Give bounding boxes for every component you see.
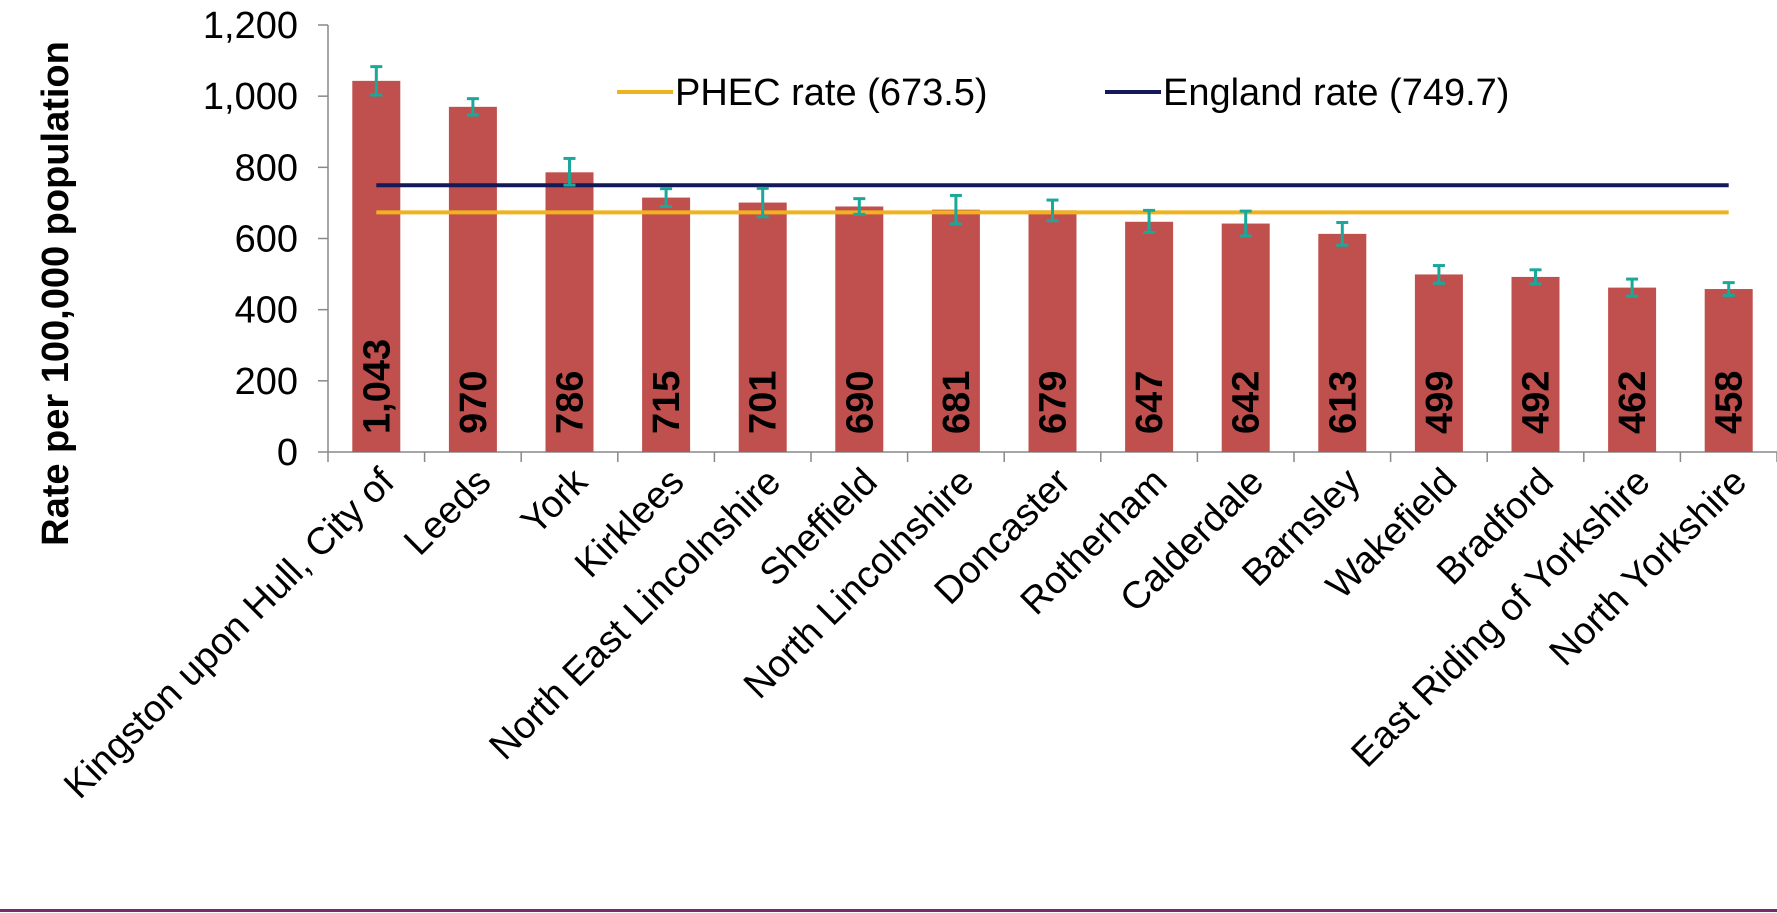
- data-label: 786: [550, 371, 592, 434]
- bar: [642, 197, 691, 452]
- bar: [835, 206, 884, 452]
- data-label: 701: [743, 371, 785, 434]
- bar: [545, 172, 594, 452]
- bar: [1028, 210, 1077, 452]
- legend-label-phec: PHEC rate (673.5): [675, 72, 988, 114]
- data-label: 492: [1516, 371, 1558, 434]
- y-axis-label-group: Rate per 100,000 population: [35, 41, 77, 546]
- bar: [352, 80, 401, 452]
- bar: [1414, 274, 1463, 452]
- category-label: Kingston upon Hull, City of: [56, 460, 403, 807]
- bar: [931, 209, 980, 452]
- y-tick-label: 600: [235, 219, 298, 261]
- data-label: 970: [453, 371, 495, 434]
- data-label: 458: [1709, 371, 1751, 434]
- legend-label-england: England rate (749.7): [1163, 72, 1509, 114]
- bar: [1125, 221, 1174, 452]
- bar: [1221, 223, 1270, 452]
- data-label: 679: [1033, 371, 1075, 434]
- data-label: 715: [646, 371, 688, 434]
- plot-area: 0 200 400 600 800 1,000 1,200 1,043 970 786 715 701…: [56, 5, 1777, 807]
- data-label: 499: [1419, 371, 1461, 434]
- bar: [448, 106, 497, 452]
- data-label: 690: [839, 371, 881, 434]
- category-label: Leeds: [396, 461, 499, 564]
- bar: [738, 202, 787, 452]
- y-tick-label: 1,000: [203, 76, 298, 118]
- y-tick-label: 400: [235, 290, 298, 332]
- bar: [1704, 289, 1753, 452]
- y-tick-label: 0: [277, 432, 298, 474]
- data-label: 462: [1612, 371, 1654, 434]
- data-label: 613: [1322, 371, 1364, 434]
- y-tick-label: 200: [235, 361, 298, 403]
- data-label: 642: [1226, 371, 1268, 434]
- y-tick-label: 800: [235, 147, 298, 189]
- bottom-divider: [0, 909, 1777, 912]
- data-label: 647: [1129, 371, 1171, 434]
- legend: PHEC rate (673.5) England rate (749.7): [617, 72, 1509, 114]
- y-axis-label: Rate per 100,000 population: [35, 41, 77, 546]
- category-label: York: [513, 460, 596, 543]
- bar: [1608, 287, 1657, 452]
- data-label: 681: [936, 371, 978, 434]
- y-tick-label: 1,200: [203, 5, 298, 47]
- data-label: 1,043: [356, 339, 398, 434]
- bar: [1318, 233, 1367, 452]
- bar: [1511, 276, 1560, 452]
